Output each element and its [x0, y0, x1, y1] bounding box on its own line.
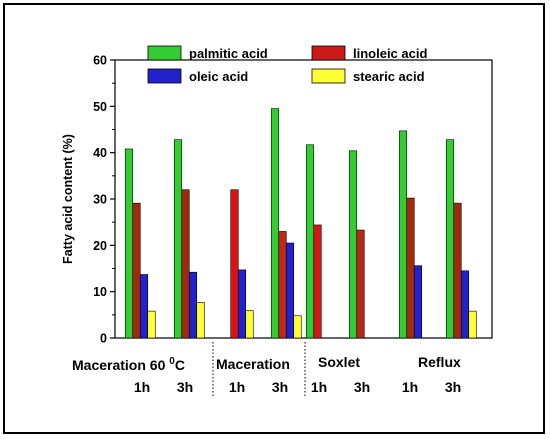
legend-label-oleic-acid: oleic acid — [189, 69, 248, 84]
bar-palmitic-acid-3 — [270, 108, 280, 339]
bar-palmitic-acid-0 — [124, 148, 134, 339]
y-tick-label: 20 — [93, 239, 107, 253]
group-label: Maceration 60 0C — [72, 356, 185, 373]
bar-stearic-acid-1 — [196, 302, 205, 339]
y-tick-label: 30 — [93, 193, 107, 207]
bar-stearic-acid-2 — [245, 310, 254, 339]
legend-swatch-linoleic-acid — [311, 45, 346, 61]
y-tick-label: 0 — [100, 332, 107, 346]
group-label: Soxlet — [318, 354, 360, 370]
bar-oleic-acid-0 — [139, 274, 149, 339]
plot-area-frame — [114, 59, 493, 339]
x-category-label: 1h — [311, 379, 327, 395]
bar-palmitic-acid-1 — [173, 139, 183, 339]
legend-swatch-oleic-acid — [147, 68, 182, 84]
legend-label-linoleic-acid: linoleic acid — [353, 46, 427, 61]
y-axis-title: Fatty acid content (%) — [61, 134, 75, 264]
bar-oleic-acid-2 — [237, 269, 247, 339]
bar-oleic-acid-6 — [413, 265, 423, 339]
bar-oleic-acid-7 — [460, 270, 470, 339]
bar-linoleic-acid-7 — [453, 202, 462, 339]
x-category-label: 1h — [402, 379, 418, 395]
bar-stearic-acid-3 — [293, 315, 302, 339]
bar-palmitic-acid-7 — [445, 139, 455, 339]
legend-label-stearic-acid: stearic acid — [353, 69, 425, 84]
bar-oleic-acid-3 — [285, 242, 295, 339]
x-category-label: 3h — [272, 379, 288, 395]
x-category-label: 3h — [445, 379, 461, 395]
legend-swatch-palmitic-acid — [147, 45, 182, 61]
x-category-label: 3h — [354, 379, 370, 395]
bar-linoleic-acid-1 — [181, 189, 190, 339]
y-tick-label: 10 — [93, 285, 107, 299]
legend-swatch-stearic-acid — [311, 68, 346, 84]
x-category-label: 1h — [134, 379, 150, 395]
x-category-label: 3h — [177, 379, 193, 395]
bar-palmitic-acid-5 — [348, 150, 358, 339]
bar-palmitic-acid-4 — [305, 144, 315, 339]
bar-oleic-acid-1 — [188, 271, 198, 339]
y-tick-label: 60 — [93, 54, 107, 68]
bar-linoleic-acid-2 — [230, 189, 239, 339]
legend-label-palmitic-acid: palmitic acid — [189, 46, 268, 61]
bar-stearic-acid-7 — [468, 310, 477, 339]
bar-linoleic-acid-4 — [313, 224, 322, 339]
bar-linoleic-acid-0 — [132, 202, 141, 339]
bar-linoleic-acid-6 — [406, 197, 415, 339]
bar-linoleic-acid-5 — [356, 229, 365, 339]
bar-linoleic-acid-3 — [278, 231, 287, 339]
bar-stearic-acid-0 — [147, 310, 156, 339]
bar-palmitic-acid-6 — [398, 130, 408, 339]
group-label: Maceration — [216, 356, 290, 372]
x-category-label: 1h — [229, 379, 245, 395]
y-tick-label: 40 — [93, 146, 107, 160]
y-tick-label: 50 — [93, 100, 107, 114]
group-label: Reflux — [418, 354, 461, 370]
